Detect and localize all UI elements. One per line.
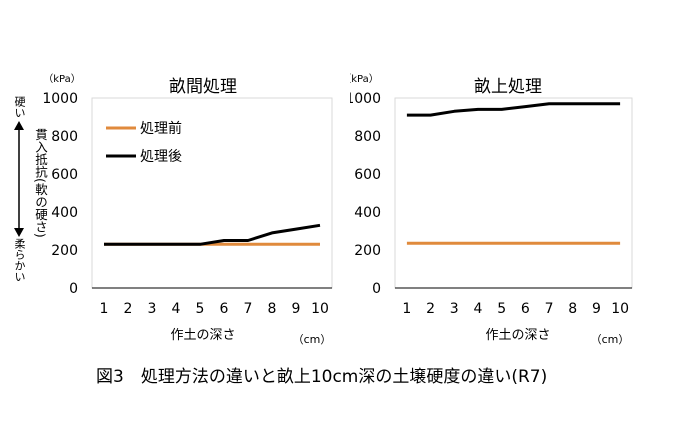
- x-axis-label: 作土の深さ: [170, 328, 235, 343]
- y-tick-label: 400: [51, 205, 78, 221]
- x-tick-label: 1: [100, 301, 109, 317]
- y-tick-label: 600: [354, 167, 381, 183]
- arrow-head-up-icon: [14, 121, 24, 130]
- y-tick-label: 200: [354, 243, 381, 259]
- y-tick-label: 0: [69, 281, 78, 297]
- x-tick-label: 6: [220, 301, 229, 317]
- x-tick-label: 6: [521, 301, 530, 317]
- y-tick-label: 400: [354, 205, 381, 221]
- x-tick-label: 7: [545, 301, 554, 317]
- x-tick-label: 3: [450, 301, 459, 317]
- y-tick-label: 200: [51, 243, 78, 259]
- x-tick-label: 9: [592, 301, 601, 317]
- y-tick-label: 800: [51, 129, 78, 145]
- arrow-head-down-icon: [14, 228, 24, 237]
- x-tick-label: 5: [497, 301, 506, 317]
- chart-inter-row-treatment: 畝間処理 （kPa） 0 200 400 600 800 1000 1 2 3 4 5 6 7 8 9 10 作土の…: [42, 73, 333, 346]
- x-unit-label: （cm）: [293, 333, 332, 346]
- series-line-処理後: [406, 102, 621, 117]
- x-tick-label: 9: [292, 301, 301, 317]
- legend-label: 処理後: [140, 149, 182, 165]
- x-unit-label: （cm）: [591, 333, 630, 346]
- plot-area: [394, 97, 633, 289]
- y-note-arrow: [14, 121, 24, 237]
- chart-title: 畝上処理: [474, 77, 542, 97]
- chart-title: 畝間処理: [169, 77, 237, 97]
- x-axis-label: 作土の深さ: [485, 328, 550, 343]
- x-tick-label: 10: [311, 301, 329, 317]
- y-tick-label: 1000: [42, 91, 78, 107]
- x-tick-label: 3: [148, 301, 157, 317]
- y-tick-label: 800: [354, 129, 381, 145]
- y-tick-label: 1000: [350, 91, 381, 107]
- y-axis-note: 硬い 貫入抵抗(軟の硬さ) 柔らかい: [12, 96, 52, 296]
- y-note-soft: 柔らかい: [13, 238, 26, 282]
- x-tick-label: 2: [426, 301, 435, 317]
- y-unit-label: （kPa）: [350, 73, 379, 85]
- x-tick-label: 1: [402, 301, 411, 317]
- y-unit-label: （kPa）: [43, 73, 81, 85]
- series-line-処理後: [104, 223, 321, 246]
- x-tick-label: 8: [268, 301, 277, 317]
- x-tick-label: 2: [124, 301, 133, 317]
- y-note-hard: 硬い: [13, 96, 26, 118]
- x-tick-label: 4: [473, 301, 482, 317]
- x-tick-label: 4: [172, 301, 181, 317]
- x-tick-label: 10: [611, 301, 629, 317]
- y-tick-label: 600: [51, 167, 78, 183]
- x-tick-label: 8: [568, 301, 577, 317]
- y-note-measure: 貫入抵抗(軟の硬さ): [33, 128, 48, 238]
- x-tick-label: 5: [196, 301, 205, 317]
- legend-label: 処理前: [140, 120, 182, 137]
- figure-caption: 図3 処理方法の違いと畝上10cm深の土壌硬度の違い(R7): [96, 367, 548, 387]
- x-tick-label: 7: [244, 301, 253, 317]
- y-tick-label: 0: [372, 281, 381, 297]
